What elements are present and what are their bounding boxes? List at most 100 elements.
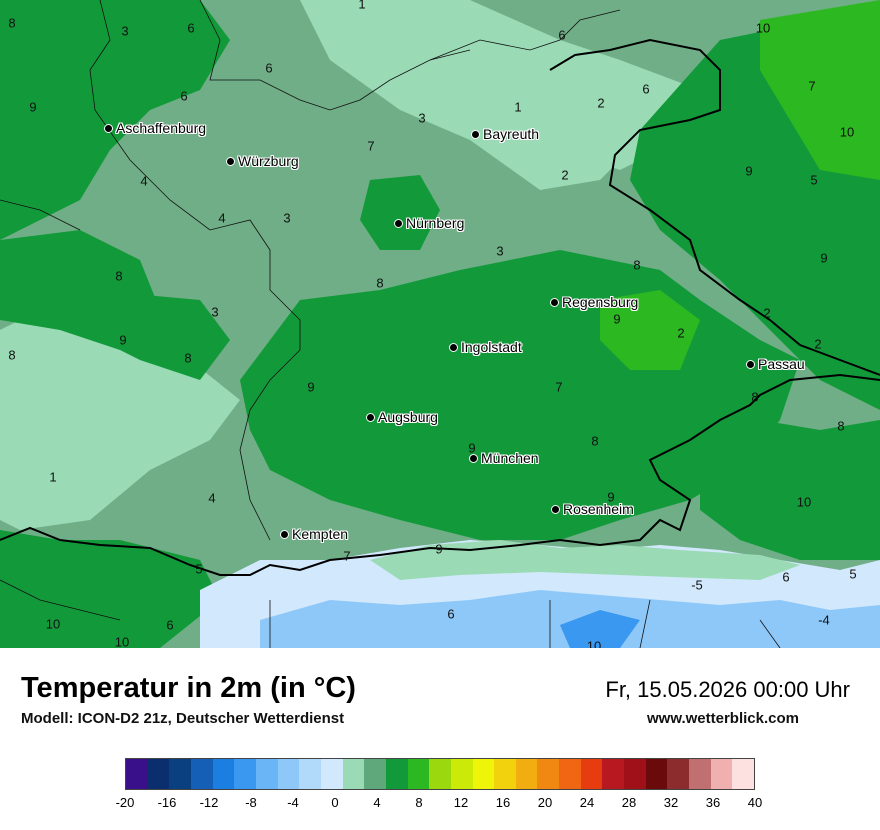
map-canvas [0, 0, 880, 648]
temperature-value: 3 [121, 23, 129, 39]
temperature-value: 3 [211, 304, 219, 320]
temperature-value: 9 [119, 332, 127, 348]
city-name: Bayreuth [483, 126, 540, 142]
temperature-value: 9 [613, 311, 621, 327]
city-marker[interactable]: Würzburg [226, 153, 299, 169]
city-marker[interactable]: Passau [746, 356, 805, 372]
website-link[interactable]: www.wetterblick.com [647, 710, 799, 727]
legend-swatch [624, 759, 646, 789]
temperature-value: 4 [218, 210, 226, 226]
region-warm-left [0, 0, 230, 240]
city-name: Kempten [292, 526, 349, 542]
city-name: Passau [758, 356, 805, 372]
legend-tick-label: 12 [453, 795, 469, 810]
legend-swatch [645, 759, 668, 789]
legend-tick-label: 36 [705, 795, 721, 810]
temperature-map[interactable] [0, 0, 880, 648]
city-marker[interactable]: Nürnberg [394, 215, 464, 231]
temperature-value: 6 [166, 617, 174, 633]
temperature-value: 8 [376, 275, 384, 291]
city-dot-icon [104, 123, 113, 133]
temperature-value: 5 [849, 566, 857, 582]
temperature-value: 9 [745, 163, 753, 179]
city-dot-icon [226, 156, 235, 166]
temperature-value: 10 [839, 124, 855, 140]
temperature-value: 4 [140, 173, 148, 189]
temperature-value: 3 [496, 243, 504, 259]
map-labels: Aschaffenburg Würzburg Bayreuth Nürnberg Reg… [8, 0, 857, 649]
temperature-value: 6 [265, 60, 273, 76]
region-alps-colder [560, 610, 640, 648]
temperature-value: 10 [45, 616, 61, 632]
temperature-value: 2 [677, 325, 685, 341]
temperature-value: 7 [808, 78, 816, 94]
region-west-green2 [90, 290, 230, 380]
temperature-regions [0, 0, 880, 648]
city-marker[interactable]: Ingolstadt [449, 339, 522, 355]
city-marker[interactable]: Aschaffenburg [104, 120, 206, 136]
temperature-value: 6 [447, 606, 455, 622]
temperature-value: 8 [591, 433, 599, 449]
legend-swatch [580, 759, 603, 789]
legend-tick-label: 32 [663, 795, 679, 810]
city-dot-icon [366, 412, 375, 422]
city-name: Würzburg [238, 153, 299, 169]
legend-swatch [385, 759, 408, 789]
legend-tick-label: -12 [199, 795, 219, 810]
temperature-value: 9 [435, 541, 443, 557]
city-name: Aschaffenburg [116, 120, 207, 136]
legend-swatch [277, 759, 300, 789]
legend-swatch [537, 759, 560, 789]
temperature-value: 5 [195, 561, 203, 577]
legend-tick-label: 24 [579, 795, 595, 810]
region-southwest [0, 530, 220, 648]
city-marker[interactable]: Regensburg [550, 294, 638, 310]
city-dot-icon [280, 529, 289, 539]
temperature-value: 8 [837, 418, 845, 434]
legend-tick-label: 16 [495, 795, 511, 810]
border-austria [0, 373, 880, 576]
city-marker[interactable]: Rosenheim [551, 501, 634, 517]
temperature-value: 9 [607, 489, 615, 505]
city-marker[interactable]: München [469, 450, 539, 466]
border-state [549, 38, 880, 376]
temperature-value: 6 [187, 20, 195, 36]
legend-swatch [342, 759, 365, 789]
page-title: Temperatur in 2m (in °C) [21, 672, 356, 704]
legend-swatch [667, 759, 690, 789]
legend-swatch [126, 759, 148, 789]
temperature-value: 10 [586, 638, 602, 649]
district-borders [0, 0, 781, 648]
legend-tick-label: 0 [331, 795, 339, 810]
region-nuernberg [360, 175, 440, 250]
region-alps-cold [260, 590, 880, 648]
region-regensburg-warm [600, 290, 700, 370]
city-dot-icon [449, 342, 458, 352]
temperature-value: 7 [367, 138, 375, 154]
legend-swatch [450, 759, 473, 789]
city-marker[interactable]: Augsburg [366, 409, 438, 425]
legend-tick-label: -16 [157, 795, 177, 810]
legend-swatch [190, 759, 213, 789]
temperature-value: 7 [343, 548, 351, 564]
temperature-value: 9 [468, 440, 476, 456]
model-subtitle: Modell: ICON-D2 21z, Deutscher Wetterdie… [21, 710, 345, 727]
temperature-value: 1 [358, 0, 366, 12]
legend-swatch [255, 759, 278, 789]
legend-tick-label: -4 [287, 795, 299, 810]
legend-swatch [212, 759, 235, 789]
legend-swatch [732, 759, 755, 789]
legend-ticks: -20 -16 -12 -8 -4 0 4 8 12 16 20 24 28 32 36 40 [116, 795, 763, 815]
city-marker[interactable]: Kempten [280, 526, 348, 542]
temperature-value: 8 [8, 347, 16, 363]
city-dot-icon [471, 129, 480, 139]
temperature-value: 8 [751, 389, 759, 405]
temperature-value: 10 [114, 634, 130, 649]
temperature-value: 8 [633, 257, 641, 273]
legend-swatch [320, 759, 343, 789]
temperature-value: -5 [691, 577, 703, 593]
forecast-datetime: Fr, 15.05.2026 00:00 Uhr [605, 677, 850, 702]
city-marker[interactable]: Bayreuth [471, 126, 539, 142]
region-east-warm [760, 0, 880, 180]
temperature-value: 6 [558, 27, 566, 43]
